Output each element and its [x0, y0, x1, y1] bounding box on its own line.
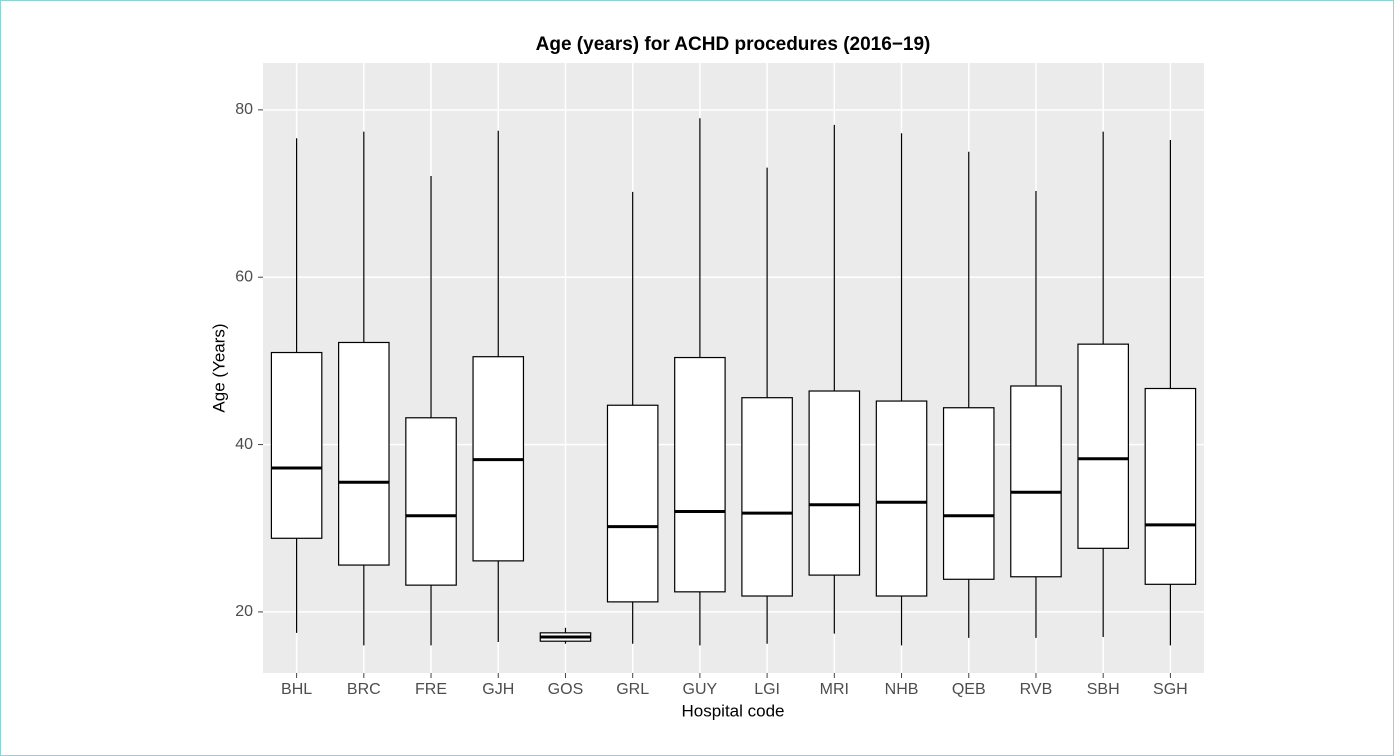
x-tick-label: QEB — [952, 681, 986, 698]
box — [1010, 385, 1062, 578]
box — [338, 341, 390, 566]
box — [741, 397, 793, 597]
box — [942, 407, 995, 580]
box — [1077, 343, 1129, 549]
y-axis-label: Age (Years) — [209, 323, 228, 412]
x-tick-label: FRE — [415, 681, 447, 698]
x-tick-label: BRC — [347, 681, 381, 698]
box — [1144, 387, 1197, 585]
x-tick-label: GOS — [548, 681, 584, 698]
x-tick-label: SGH — [1153, 681, 1188, 698]
y-tick-label: 60 — [235, 268, 253, 285]
box — [270, 351, 323, 539]
box — [875, 400, 928, 597]
x-tick-label: NHB — [885, 681, 919, 698]
plot-panel — [263, 63, 1204, 673]
x-tick-label: RVB — [1020, 681, 1053, 698]
box — [808, 390, 861, 576]
box — [405, 417, 457, 586]
box — [606, 404, 659, 603]
x-tick-label: LGI — [754, 681, 780, 698]
x-tick-label: SBH — [1087, 681, 1120, 698]
x-tick-label: MRI — [820, 681, 849, 698]
chart-title: Age (years) for ACHD procedures (2016−19… — [536, 34, 931, 55]
box — [674, 356, 726, 593]
x-tick-label: GJH — [482, 681, 514, 698]
y-tick-label: 40 — [235, 436, 253, 453]
x-tick-label: GRL — [616, 681, 649, 698]
x-tick-label: GUY — [683, 681, 718, 698]
x-tick-label: BHL — [281, 681, 312, 698]
y-tick-label: 80 — [235, 101, 253, 118]
x-axis-label: Hospital code — [681, 701, 784, 720]
y-tick-label: 20 — [235, 603, 253, 620]
